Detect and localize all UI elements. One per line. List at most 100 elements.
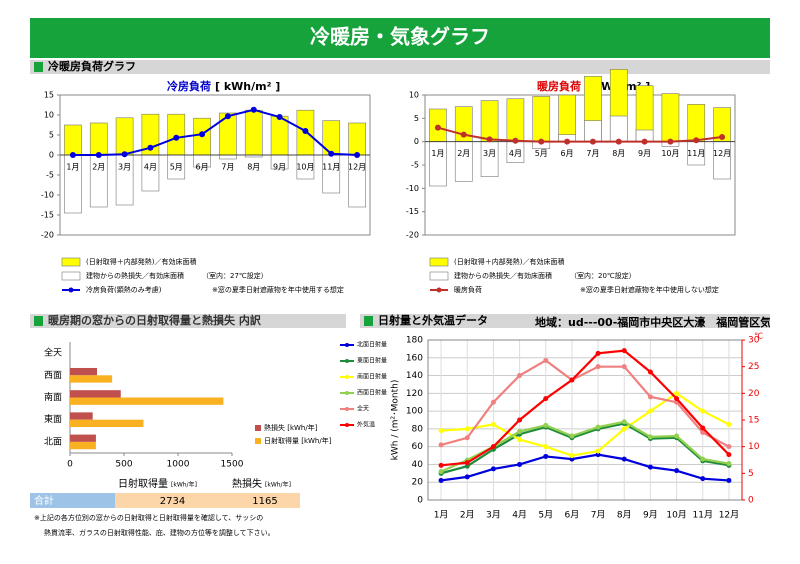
x-tick-label: 7月 [221,163,234,172]
legend-swatch [255,425,261,431]
y-tick-label: 160 [406,353,423,363]
marker [517,373,523,379]
marker [538,138,545,145]
marker [719,134,726,140]
y-tick-label: -5 [46,171,54,180]
y2-tick-label: 25 [748,362,759,372]
legend-label: 建物からの熱損失／有効床面積 [454,271,552,280]
marker [276,114,283,120]
section-bar [360,314,770,328]
marker [726,477,732,483]
legend-swatch [345,391,349,395]
marker [438,462,444,468]
marker [700,408,706,414]
bar [322,154,341,194]
marker [667,138,674,145]
chart-title: 冷房負荷 [167,79,211,93]
x-tick-label: 10月 [666,510,686,521]
marker [464,460,470,466]
y2-tick-label: 0 [748,496,754,506]
marker [595,350,601,356]
legend-swatch [255,438,261,444]
marker [647,434,653,440]
x-tick-label: 12月 [713,149,731,158]
bar [270,115,289,156]
bar [480,100,499,142]
legend-swatch [345,407,349,411]
x-tick-label: 3月 [486,510,501,521]
x-tick-label: 2月 [457,149,470,158]
y-tick-label: 西面 [44,370,62,381]
marker [147,144,154,151]
bar [167,113,186,156]
x-tick-label: 9月 [273,163,286,172]
bar [70,367,97,376]
bar [244,109,263,156]
marker [486,136,493,143]
bar [348,122,366,156]
marker [490,444,496,450]
load-line [72,108,358,156]
marker [460,131,467,138]
y-tick-label: -20 [41,231,54,240]
legend-label: 南面日射量 [357,373,387,381]
y-tick-label: 南面 [44,391,62,403]
marker [674,468,680,474]
y-tick-label: 120 [406,389,423,399]
y-tick-label: 5 [414,114,419,123]
legend-label: 熱損失 [kWh/年] [264,423,318,432]
marker [438,428,444,434]
section-title: 日射量と外気温データ [378,313,488,327]
series-line [440,359,730,448]
y-tick-label: 0 [414,137,419,146]
bar [480,141,499,177]
table-cell [115,493,230,508]
marker [621,419,627,425]
load-line [437,126,723,143]
y-tick-label: -20 [406,231,419,240]
section-icon [34,62,43,72]
marker [569,377,575,383]
x-tick-label: 10月 [296,163,314,172]
legend-swatch [429,271,449,281]
x-tick-label: 8月 [247,163,260,172]
marker [621,426,627,432]
table-header: 熱損失 [232,477,262,490]
legend-label: 建物からの熱損失／有効床面積 [86,271,184,280]
x-tick-label: 11月 [322,163,340,172]
page-title: 冷暖房・気象グラフ [310,25,490,49]
bar [584,120,602,142]
title-bar [30,18,770,58]
marker [647,464,653,470]
marker [700,456,706,462]
marker [490,466,496,472]
x-tick-label: 6月 [561,149,574,158]
series-line [440,453,729,482]
marker [517,437,523,443]
bar [70,434,96,442]
region: 地域：ud---00-福岡市中央区大濠 福岡管区気 [535,315,771,329]
y-tick-label: 60 [412,442,424,452]
marker [647,394,653,400]
y-tick-label: 北面 [44,436,62,447]
bar [661,93,680,142]
marker [569,453,575,459]
legend-swatch [68,287,74,293]
bar [64,124,82,156]
x-tick-label: 7月 [586,149,599,158]
x-tick-label: 3月 [118,163,131,172]
y2-tick-label: 5 [748,469,754,479]
x-tick-label: 6月 [196,163,209,172]
legend-note: ※窓の夏季日射遮蔽物を年中使用しない想定 [580,285,719,294]
marker [95,152,102,158]
y2-tick-label: 30 [748,336,760,346]
marker [543,357,549,363]
bar [70,419,144,428]
legend-swatch [345,375,349,379]
plot-area [59,94,371,236]
y-tick-label: 15 [44,91,54,100]
x-tick-label: 2月 [460,510,475,521]
marker [543,396,549,402]
bar [713,141,731,180]
marker [621,364,627,370]
